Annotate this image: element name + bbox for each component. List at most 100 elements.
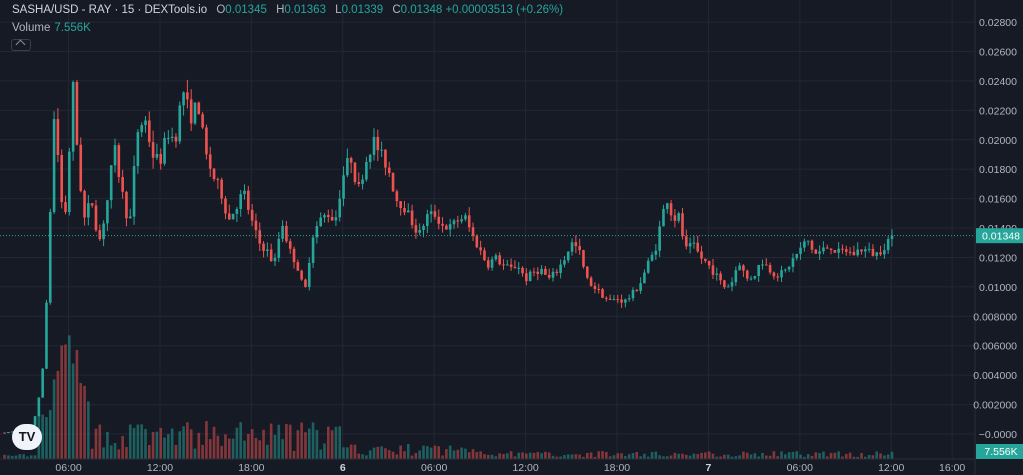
volume-bar: [753, 453, 757, 459]
symbol-title[interactable]: SASHA/USD - RAY · 15 · DEXTools.io: [12, 4, 208, 16]
candle-body: [167, 137, 170, 139]
volume-bar: [528, 452, 532, 459]
volume-bar: [205, 421, 208, 459]
volume-bar: [456, 449, 460, 459]
volume-bar: [410, 455, 414, 459]
volume-bar: [3, 454, 6, 459]
candle-body: [753, 275, 757, 279]
candle-body: [250, 209, 254, 221]
tradingview-logo-icon[interactable]: TV: [12, 424, 42, 450]
volume-bar: [403, 451, 406, 459]
volume-bar: [521, 452, 524, 459]
candle-body: [300, 270, 303, 280]
candle-body: [441, 223, 444, 226]
volume-bar: [186, 422, 189, 459]
candle-body: [787, 266, 791, 270]
candle-body: [98, 230, 102, 240]
candle-body: [860, 249, 863, 252]
candle-body: [395, 191, 399, 202]
high-label: H: [276, 4, 285, 16]
candle-body: [212, 168, 216, 180]
volume-bar: [890, 451, 894, 459]
volume-bar: [555, 456, 559, 459]
candle-body: [551, 271, 555, 278]
volume-bar: [406, 444, 410, 459]
high-value: 0.01363: [284, 4, 326, 16]
candle-body: [426, 214, 429, 226]
candle-body: [464, 215, 467, 220]
candle-body: [517, 267, 521, 269]
candle-body: [384, 149, 387, 168]
candle-body: [258, 230, 262, 244]
volume-label[interactable]: Volume: [12, 22, 51, 34]
time-axis[interactable]: 06:00 12:00 18:00 6 06:00 12:00 18:00 7 06:00 12:…: [55, 462, 965, 474]
candle-body: [452, 220, 456, 225]
volume-bar: [349, 444, 353, 459]
volume-bar: [669, 455, 673, 459]
candle-body: [361, 179, 364, 184]
volume-bar: [825, 456, 829, 459]
volume-bar: [700, 452, 703, 459]
change-value: +0.00003513 (+0.26%): [445, 4, 564, 16]
volume-bar: [711, 453, 715, 459]
volume-bar: [224, 434, 227, 459]
volume-bar: [844, 453, 848, 459]
candle-body: [266, 249, 269, 251]
candle-body: [593, 285, 597, 289]
candle-body: [715, 273, 719, 275]
candle-body: [7, 431, 10, 433]
volume-bar: [395, 454, 399, 459]
candle-body: [346, 157, 349, 176]
volume-bar: [749, 454, 753, 459]
volume-bar: [787, 452, 791, 459]
volume-tag-value: 7.556K: [984, 446, 1017, 458]
volume-bar: [867, 454, 871, 459]
candle-body: [864, 249, 867, 252]
volume-bar: [829, 452, 833, 459]
volume-bar: [719, 456, 722, 459]
candle-body: [879, 252, 882, 255]
volume-bar: [814, 452, 818, 459]
volume-bar: [563, 455, 566, 459]
volume-bar: [681, 453, 684, 459]
close-label: C: [392, 4, 401, 16]
volume-bar: [338, 426, 342, 459]
candle-body: [182, 92, 185, 106]
volume-bar: [41, 414, 44, 459]
candle-body: [803, 241, 806, 248]
volume-value: 7.556K: [54, 22, 91, 34]
volume-bar: [601, 451, 604, 459]
volume-bar: [479, 451, 482, 459]
candle-body: [563, 260, 566, 265]
candle-body: [75, 82, 79, 145]
volume-bar: [886, 454, 890, 459]
candle-body: [822, 247, 825, 252]
volume-bar: [311, 422, 315, 459]
candle-body: [163, 137, 166, 164]
price-axis[interactable]: 0.02800 0.02600 0.02400 0.02200 0.02000 0.018…: [973, 17, 1017, 441]
volume-bar: [155, 431, 159, 459]
volume-bar: [414, 453, 418, 459]
candle-body: [365, 161, 368, 180]
candle-body: [109, 165, 113, 201]
candle-body: [391, 172, 395, 192]
candle-body: [810, 240, 814, 250]
volume-bar: [650, 452, 654, 459]
y-tick-label: 0.02000: [979, 135, 1017, 147]
volume-bar: [734, 456, 738, 459]
candle-body: [764, 264, 768, 266]
collapse-legend-button[interactable]: [11, 39, 31, 51]
candle-body: [742, 265, 745, 271]
candle-body: [94, 205, 98, 231]
candle-body: [844, 249, 848, 252]
volume-bar: [208, 439, 212, 459]
candle-body: [886, 239, 890, 251]
candle-body: [570, 242, 574, 252]
volume-bar: [151, 432, 155, 459]
candle-body: [825, 247, 829, 249]
volume-bar: [380, 446, 383, 459]
volume-bar: [780, 451, 783, 459]
price-candles: [3, 79, 894, 434]
volume-bar: [574, 454, 578, 459]
